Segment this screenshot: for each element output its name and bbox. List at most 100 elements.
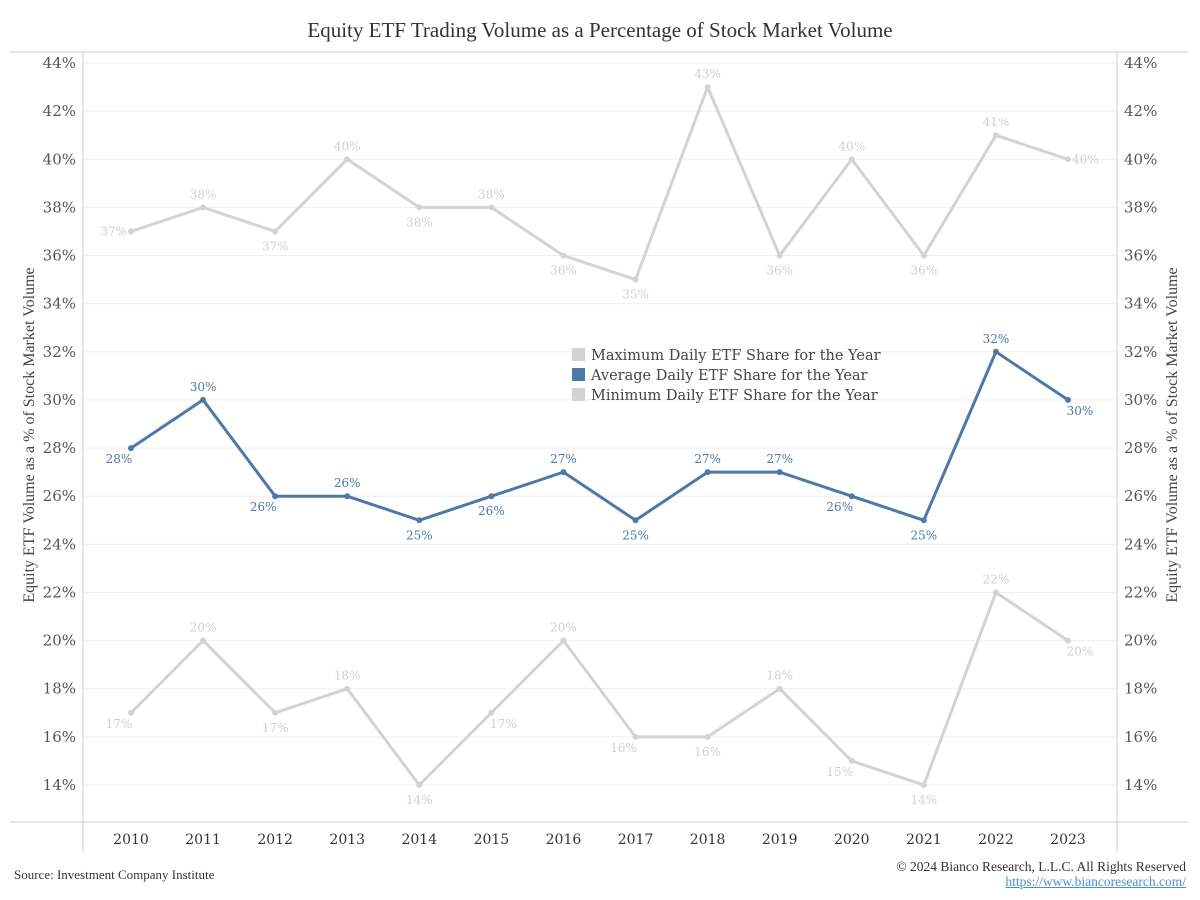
data-point — [344, 493, 351, 500]
y-tick-label: 34% — [43, 295, 76, 313]
data-point — [704, 733, 711, 740]
data-point — [344, 156, 351, 163]
x-tick-label: 2018 — [690, 832, 726, 848]
y-tick-label: 44% — [43, 54, 76, 72]
data-point — [416, 204, 423, 211]
data-point — [128, 228, 134, 235]
y-tick-label-right: 16% — [1124, 728, 1157, 746]
data-point — [272, 228, 279, 235]
series-avg: 28% 30% 26% 26% 25% 26% 27% 25% 27% 27% 26% 25% 32% 3… — [106, 332, 1094, 542]
legend-swatch — [572, 368, 585, 381]
x-tick-label: 2013 — [329, 832, 365, 848]
y-tick-label: 22% — [43, 583, 76, 601]
y-axis-left: 44% 42% 40% 38% 36% 34% 32% 30% 28% 26% 24% 22% 20% 1… — [43, 54, 76, 794]
copyright-text: © 2024 Bianco Research, L.L.C. All Right… — [896, 859, 1186, 874]
series-group: 37% 38% 37% 40% 38% 38% 36% 35% 43% 36% 40% 36% 41% 4… — [100, 67, 1098, 807]
data-point — [848, 156, 855, 163]
data-label: 22% — [983, 572, 1010, 586]
y-tick-label-right: 28% — [1124, 439, 1157, 457]
data-label: 25% — [406, 528, 433, 542]
y-tick-label: 32% — [43, 343, 76, 361]
data-label: 14% — [911, 793, 938, 807]
source-note: Source: Investment Company Institute — [14, 867, 215, 882]
y-tick-label-right: 22% — [1124, 583, 1157, 601]
x-tick-label: 2016 — [546, 832, 582, 848]
data-point — [272, 709, 279, 716]
data-label: 20% — [550, 621, 577, 635]
data-label: 26% — [478, 504, 505, 518]
y-tick-label-right: 36% — [1124, 247, 1157, 265]
x-tick-label: 2022 — [978, 832, 1014, 848]
data-label: 17% — [262, 721, 289, 735]
x-tick-label: 2020 — [834, 832, 870, 848]
x-tick-label: 2011 — [185, 832, 221, 848]
series-line — [130, 350, 1069, 522]
y-tick-label: 42% — [43, 102, 76, 120]
legend-swatch — [572, 348, 585, 361]
y-tick-label-right: 30% — [1124, 391, 1157, 409]
y-axis-right: 44% 42% 40% 38% 36% 34% 32% 30% 28% 26% 24% 22% 20% 1… — [1124, 54, 1157, 794]
y-tick-label: 20% — [43, 632, 76, 650]
data-point — [416, 782, 423, 788]
y-tick-label-right: 42% — [1124, 102, 1157, 120]
data-point — [632, 276, 639, 283]
y-tick-label: 38% — [43, 198, 76, 216]
data-label: 30% — [1067, 404, 1094, 418]
data-point — [560, 252, 567, 259]
data-label: 27% — [550, 452, 577, 466]
data-label: 25% — [622, 528, 649, 542]
data-label: 15% — [826, 765, 853, 779]
x-tick-label: 2019 — [762, 832, 798, 848]
data-point — [344, 685, 351, 692]
legend-label: Average Daily ETF Share for the Year — [590, 368, 868, 384]
website-link[interactable]: https://www.biancoresearch.com/ — [1005, 874, 1186, 889]
data-label: 40% — [334, 139, 361, 153]
legend: Maximum Daily ETF Share for the Year Aver… — [572, 348, 881, 404]
data-label: 20% — [190, 621, 217, 635]
y-tick-label-right: 44% — [1124, 54, 1157, 72]
x-axis: 2010 2011 2012 2013 2014 2015 2016 2017 2018 2019… — [113, 832, 1086, 848]
data-label: 16% — [694, 745, 721, 759]
y-tick-label: 14% — [43, 776, 76, 794]
data-point — [992, 132, 999, 139]
data-label: 40% — [1072, 152, 1099, 166]
data-label: 14% — [406, 793, 433, 807]
data-point — [128, 445, 134, 452]
y-tick-label-right: 14% — [1124, 776, 1157, 794]
x-tick-label: 2015 — [474, 832, 510, 848]
data-point — [776, 469, 783, 476]
series-min: 17% 20% 17% 18% 14% 17% 20% 16% 16% 18% 15% 14% 22% 2… — [106, 572, 1094, 807]
data-label: 28% — [106, 452, 133, 466]
y-tick-label-right: 34% — [1124, 295, 1157, 313]
data-label: 26% — [250, 500, 277, 514]
x-tick-label: 2017 — [618, 832, 654, 848]
y-tick-label-right: 24% — [1124, 535, 1157, 553]
data-point — [200, 396, 207, 403]
data-label: 38% — [190, 187, 217, 201]
data-point — [272, 493, 279, 500]
data-label: 26% — [826, 500, 853, 514]
data-point — [920, 252, 927, 259]
data-point — [200, 204, 207, 211]
data-label: 30% — [190, 380, 217, 394]
y-tick-label-right: 32% — [1124, 343, 1157, 361]
y-tick-label: 28% — [43, 439, 76, 457]
data-point — [992, 348, 999, 355]
y-tick-label-right: 20% — [1124, 632, 1157, 650]
series-line — [129, 590, 1069, 787]
data-label: 27% — [694, 452, 721, 466]
y-tick-label: 16% — [43, 728, 76, 746]
y-tick-label-right: 40% — [1124, 150, 1157, 168]
data-label: 36% — [911, 264, 938, 278]
x-tick-label: 2023 — [1050, 832, 1086, 848]
data-label: 37% — [100, 224, 127, 238]
legend-label: Minimum Daily ETF Share for the Year — [591, 388, 878, 404]
data-point — [848, 493, 855, 500]
data-label: 18% — [766, 669, 793, 683]
data-point — [776, 252, 783, 259]
data-point — [632, 517, 639, 524]
data-label: 17% — [106, 717, 133, 731]
data-label: 38% — [478, 187, 505, 201]
x-tick-label: 2014 — [401, 832, 437, 848]
x-tick-label: 2021 — [906, 832, 942, 848]
